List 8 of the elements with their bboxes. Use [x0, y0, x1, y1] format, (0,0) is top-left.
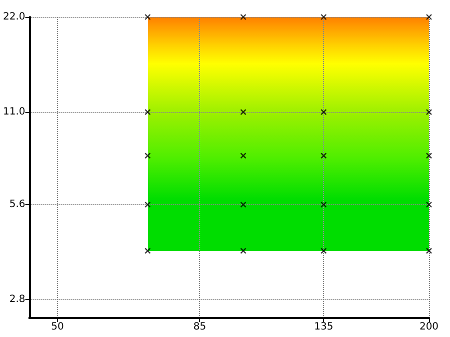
x-tick-label: 50 [51, 322, 64, 332]
y-tick-label: 22.0 [3, 12, 26, 22]
x-tick-label: 200 [419, 322, 439, 332]
x-tick-label: 135 [314, 322, 334, 332]
y-tick-label: 11.0 [3, 106, 26, 118]
y-tick-label: 5.6 [9, 199, 26, 210]
y-tick-label: 2.8 [9, 294, 26, 306]
x-tick-label: 85 [193, 322, 206, 332]
